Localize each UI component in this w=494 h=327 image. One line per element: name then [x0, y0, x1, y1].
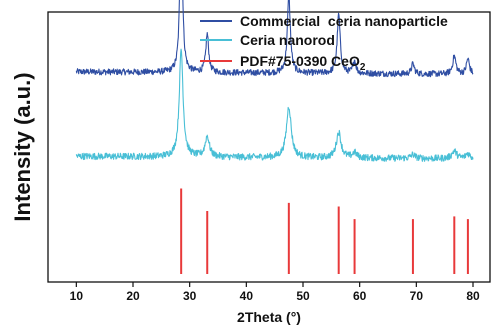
x-tick-label-20: 20	[126, 289, 140, 303]
legend-label-nanorod: Ceria nanorod	[240, 32, 335, 48]
legend-label-commercial: Commercial ceria nanoparticle	[240, 13, 448, 29]
legend: Commercial ceria nanoparticle Ceria nano…	[200, 13, 448, 73]
y-axis-title: Intensity (a.u.)	[10, 72, 35, 221]
x-tick-label-10: 10	[70, 289, 84, 303]
x-axis-title: 2Theta (°)	[237, 309, 301, 325]
series-line-1	[75, 48, 474, 162]
x-axis-tick-labels: 10 20 30 40 50 60 70 80	[70, 289, 480, 303]
x-tick-label-80: 80	[466, 289, 480, 303]
plot-frame	[47, 11, 491, 283]
series-line-0	[75, 0, 474, 78]
x-tick-label-50: 50	[296, 289, 310, 303]
legend-label-reference: PDF#75-0390 CeO2	[240, 53, 366, 73]
x-tick-label-70: 70	[410, 289, 424, 303]
x-tick-label-30: 30	[183, 289, 197, 303]
x-axis-ticks	[75, 282, 474, 287]
legend-reference-subscript: 2	[360, 62, 366, 73]
series-layer	[75, 0, 474, 162]
legend-reference-prefix: PDF#75-0390 CeO	[240, 53, 360, 69]
x-tick-label-60: 60	[353, 289, 367, 303]
reference-lines	[180, 188, 469, 274]
x-tick-label-40: 40	[240, 289, 254, 303]
